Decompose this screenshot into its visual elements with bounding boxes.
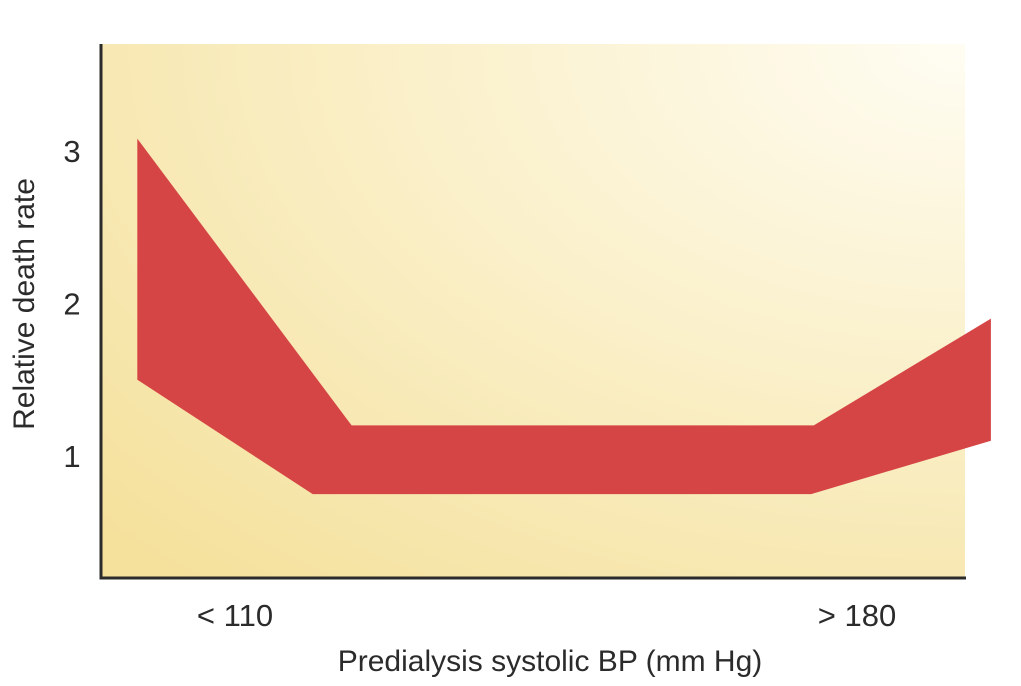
y-tick-label: 2 bbox=[63, 286, 80, 321]
y-tick-label: 1 bbox=[63, 439, 80, 474]
x-tick-label-low: < 110 bbox=[197, 598, 273, 633]
x-tick-label-high: > 180 bbox=[818, 598, 896, 633]
y-axis-label: Relative death rate bbox=[8, 178, 41, 430]
x-axis-label: Predialysis systolic BP (mm Hg) bbox=[338, 645, 763, 678]
y-tick-label: 3 bbox=[63, 134, 80, 169]
death-rate-band bbox=[137, 138, 991, 495]
